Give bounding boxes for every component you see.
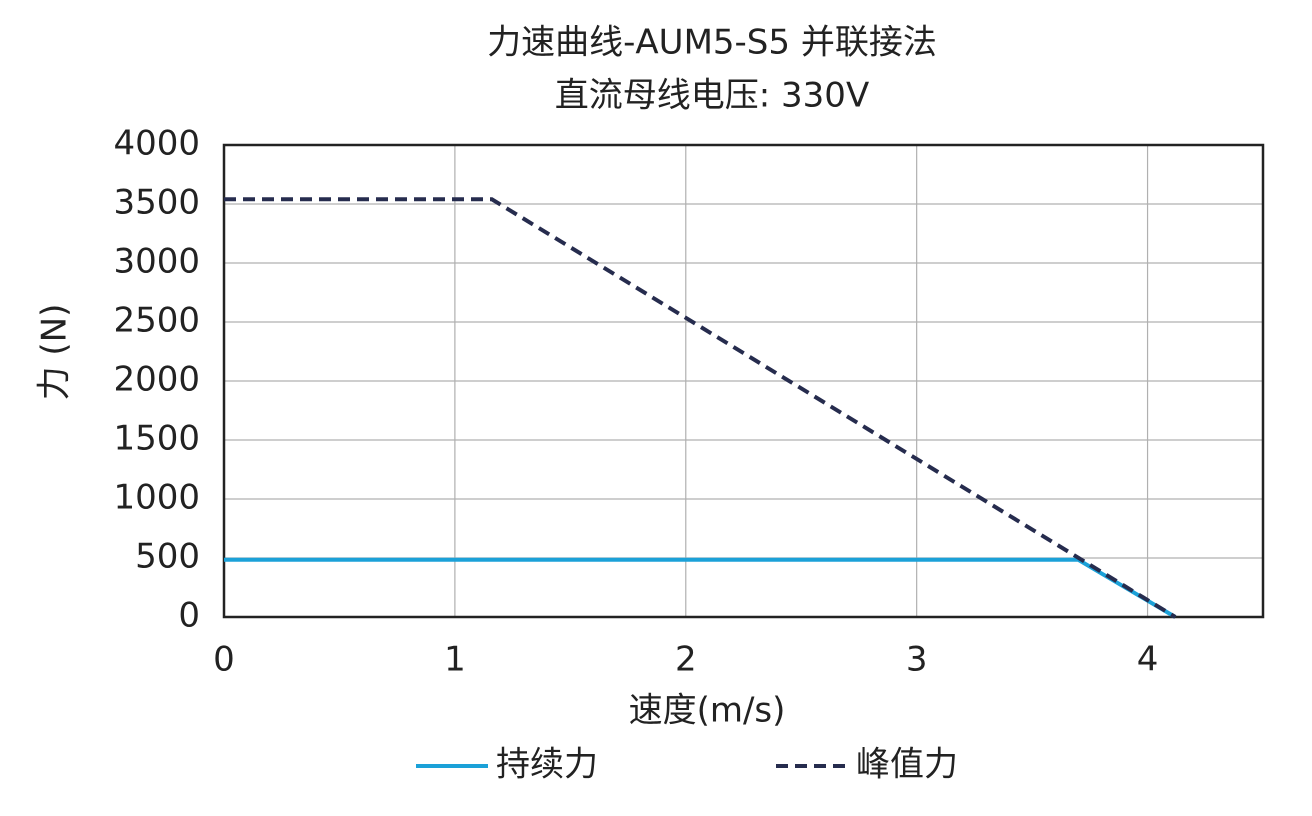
x-tick-label: 0: [213, 640, 235, 680]
y-tick-label: 500: [135, 537, 200, 577]
x-tick-label: 1: [444, 640, 466, 680]
y-tick-label: 1500: [113, 419, 200, 459]
legend-label: 峰值力: [856, 745, 958, 785]
series-line: [224, 557, 1177, 619]
legend-label: 持续力: [496, 745, 598, 785]
x-tick-label: 3: [906, 640, 928, 680]
y-tick-label: 2500: [113, 301, 200, 341]
y-tick-label: 4000: [113, 124, 200, 164]
y-tick-label: 0: [178, 596, 200, 636]
y-axis-label: 力 (N): [35, 304, 75, 401]
y-tick-label: 3500: [113, 183, 200, 223]
chart-title: 力速曲线-AUM5-S5 并联接法: [487, 23, 937, 63]
chart-subtitle: 直流母线电压: 330V: [555, 76, 869, 116]
x-tick-label: 4: [1137, 640, 1159, 680]
y-tick-label: 3000: [113, 242, 200, 282]
x-axis-label: 速度(m/s): [629, 691, 786, 731]
y-tick-label: 2000: [113, 360, 200, 400]
x-tick-label: 2: [675, 640, 697, 680]
series-line: [224, 197, 1177, 619]
plot-frame: [222, 143, 1265, 619]
y-tick-label: 1000: [113, 478, 200, 518]
